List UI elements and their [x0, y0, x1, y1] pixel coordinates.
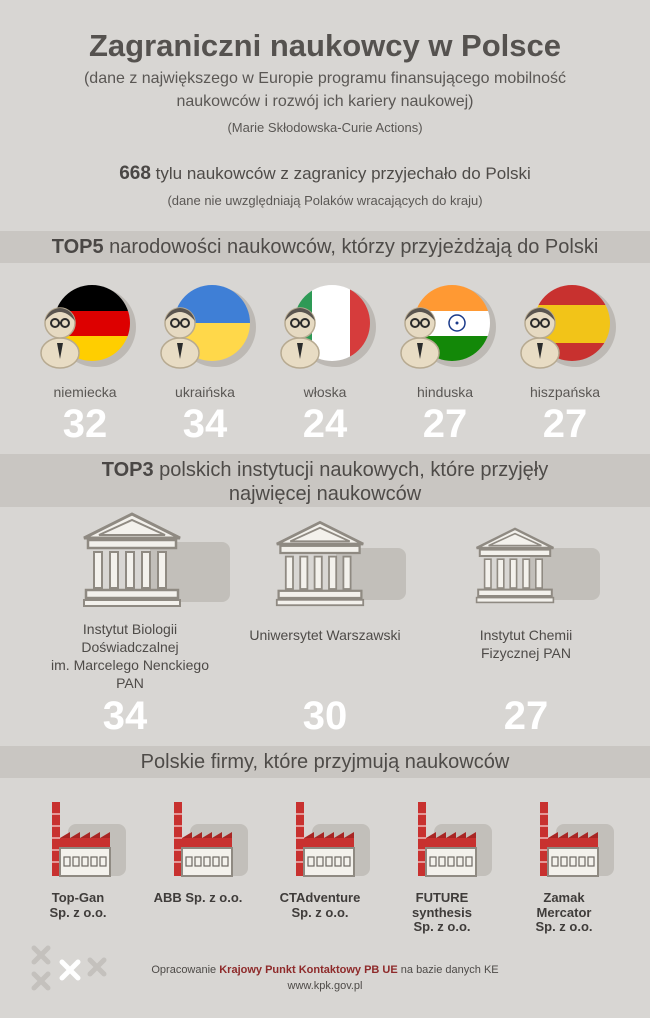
- footer-suffix: na bazie danych KE: [397, 964, 499, 976]
- firm-item-zamak-mercator: [510, 798, 620, 887]
- firm-label-future-synthesis: FUTURE synthesis Sp. z o.o.: [382, 890, 502, 935]
- factory-icon: [539, 801, 614, 877]
- footer-prefix: Opracowanie: [151, 964, 220, 976]
- firm-label-top-gan: Top-Gan Sp. z o.o.: [18, 890, 138, 920]
- firm-label-line: Sp. z o.o.: [535, 919, 593, 934]
- italy-flag-icon: [280, 285, 376, 369]
- nationality-item-india: hinduska 27: [380, 283, 510, 447]
- kpk-logo-icon: [31, 945, 107, 991]
- institution-item-ichf: [438, 512, 618, 613]
- firm-label-line: Top-Gan: [51, 890, 105, 905]
- firm-item-abb: [144, 798, 254, 887]
- institution-count-ichf: 27: [503, 694, 549, 738]
- institution-count-nencki: 34: [102, 694, 148, 738]
- firm-label-ctadventure: CTAdventure Sp. z o.o.: [260, 890, 380, 920]
- firm-label-line: synthesis: [412, 904, 472, 920]
- footer-org: Krajowy Punkt Kontaktowy PB UE: [219, 964, 398, 976]
- spain-flag-icon: [520, 285, 616, 369]
- summary-line: 668 tylu naukowców z zagranicy przyjecha…: [0, 163, 650, 185]
- top3-title-line2: najwięcej naukowców: [228, 483, 422, 505]
- nationality-item-germany: niemiecka 32: [20, 283, 150, 447]
- firm-label-line: ABB Sp. z o.o.: [153, 890, 243, 905]
- factory-icon: [295, 801, 370, 877]
- institution-label-line: im. Marcelego Nenckiego: [51, 657, 209, 673]
- factory-icon: [173, 801, 248, 877]
- institution-label-line: Instytut Biologii: [82, 621, 178, 637]
- ukraine-flag-icon: [160, 285, 256, 369]
- firm-item-ctadventure: [266, 798, 376, 887]
- institution-label-line: Instytut Chemii: [479, 627, 573, 643]
- institution-building-icon: [82, 512, 230, 608]
- factory-icon: [51, 801, 126, 877]
- nationality-count: 24: [302, 402, 348, 446]
- institution-building-icon: [275, 521, 406, 607]
- firm-item-future-synthesis: [388, 798, 498, 887]
- top3-title: TOP3 polskich instytucji naukowych, któr…: [0, 454, 650, 506]
- subtitle-line-1: (dane z największego w Europie programu …: [83, 70, 567, 87]
- firm-label-zamak-mercator: Zamak Mercator Sp. z o.o.: [504, 890, 624, 935]
- nationality-label: włoska: [303, 384, 347, 400]
- firm-label-line: FUTURE: [415, 890, 469, 905]
- summary-count: 668: [119, 163, 151, 184]
- nationality-count: 27: [422, 402, 468, 446]
- firms-title: Polskie firmy, które przyjmują naukowców: [140, 751, 510, 773]
- nationality-label: ukraińska: [175, 384, 235, 400]
- top3-title-rest: polskich instytucji naukowych, które prz…: [153, 459, 549, 481]
- institution-label-line: Doświadczalnej: [81, 639, 179, 655]
- footer-credit: Opracowanie Krajowy Punkt Kontaktowy PB …: [0, 964, 650, 976]
- nationality-count: 32: [62, 402, 108, 446]
- firm-label-line: Sp. z o.o.: [413, 919, 471, 934]
- institution-building-icon: [475, 527, 600, 604]
- nationality-item-ukraine: ukraińska 34: [140, 283, 270, 447]
- top5-title: TOP5 narodowości naukowców, którzy przyj…: [0, 231, 650, 259]
- firm-label-line: Sp. z o.o.: [291, 904, 349, 920]
- firm-label-line: CTAdventure: [279, 890, 361, 905]
- nationality-label: niemiecka: [53, 384, 117, 400]
- summary-text: tylu naukowców z zagranicy przyjechało d…: [150, 164, 531, 183]
- nationality-item-italy: włoska 24: [260, 283, 390, 447]
- top3-title-bold: TOP3: [101, 459, 154, 481]
- institution-item-uw: [236, 512, 416, 613]
- institution-label-line: Uniwersytet Warszawski: [249, 627, 401, 643]
- top3-band: TOP3 polskich instytucji naukowych, któr…: [0, 454, 650, 507]
- firm-label-line: Sp. z o.o.: [49, 904, 107, 920]
- program-name: (Marie Skłodowska-Curie Actions): [227, 120, 423, 135]
- institution-label-nencki: Instytut Biologii Doświadczalnej im. Mar…: [40, 620, 220, 692]
- institution-item-nencki: [50, 512, 230, 613]
- institution-label-line: Fizycznej PAN: [481, 645, 571, 661]
- summary-note: (dane nie uwzględniają Polaków wracający…: [167, 193, 483, 208]
- institution-count-uw: 30: [302, 694, 348, 738]
- firm-item-top-gan: [22, 798, 132, 887]
- factory-icon: [417, 801, 492, 877]
- firm-label-line: Mercator: [536, 904, 592, 920]
- institution-label-ichf: Instytut Chemii Fizycznej PAN: [436, 626, 616, 662]
- nationality-label: hinduska: [416, 384, 474, 400]
- top5-band: TOP5 narodowości naukowców, którzy przyj…: [0, 231, 650, 263]
- india-flag-icon: [400, 285, 496, 369]
- subtitle-line-2: naukowców i rozwój ich kariery naukowej): [176, 93, 474, 110]
- nationality-count: 34: [182, 402, 228, 446]
- nationality-item-spain: hiszpańska 27: [500, 283, 630, 447]
- firm-label-abb: ABB Sp. z o.o.: [138, 890, 258, 906]
- institution-label-uw: Uniwersytet Warszawski: [235, 626, 415, 644]
- footer-url[interactable]: www.kpk.gov.pl: [287, 980, 363, 992]
- nationality-count: 27: [542, 402, 588, 446]
- firms-band: Polskie firmy, które przyjmują naukowców: [0, 746, 650, 778]
- top5-title-bold: TOP5: [51, 236, 104, 258]
- firm-label-line: Zamak: [543, 890, 585, 905]
- page-title: Zagraniczni naukowcy w Polsce: [88, 28, 562, 63]
- nationality-label: hiszpańska: [529, 384, 601, 400]
- institution-label-line: PAN: [116, 675, 144, 691]
- top5-title-rest: narodowości naukowców, którzy przyjeżdża…: [103, 236, 599, 258]
- germany-flag-icon: [40, 285, 136, 369]
